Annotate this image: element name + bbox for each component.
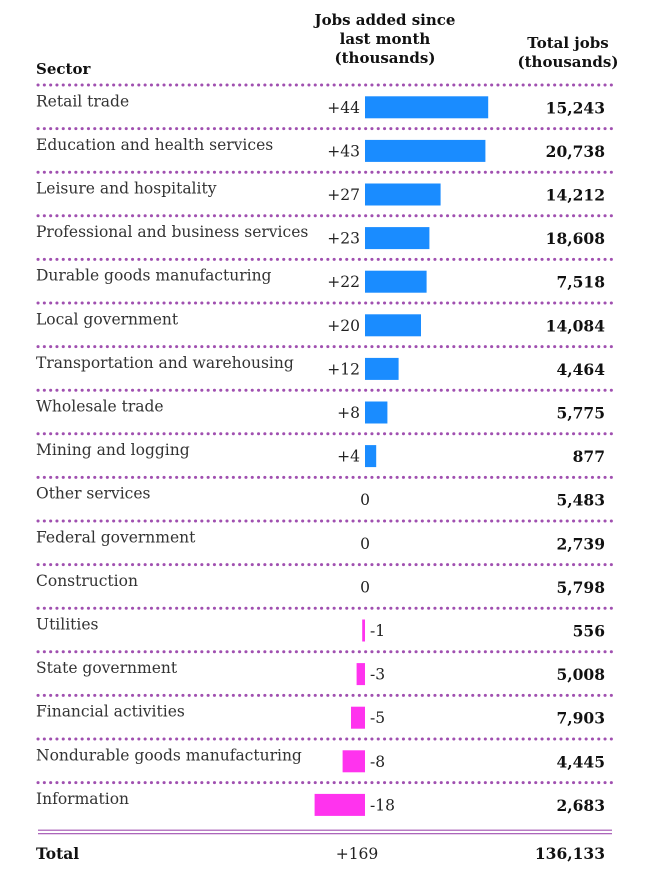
total-jobs-value: 4,445: [556, 752, 605, 771]
total-change-value: +169: [336, 845, 379, 863]
change-label: +20: [327, 317, 360, 335]
total-jobs-value: 5,483: [556, 491, 605, 510]
total-jobs-value: 18,608: [546, 229, 605, 248]
total-jobs-value: 7,903: [556, 709, 605, 728]
sector-label: Federal government: [36, 528, 196, 546]
sector-label: Retail trade: [36, 92, 129, 110]
change-label: -8: [370, 753, 385, 771]
change-label: -5: [370, 709, 385, 727]
total-jobs-value: 556: [573, 622, 605, 641]
positive-bar: [365, 96, 489, 119]
change-label: 0: [360, 535, 370, 553]
sector-label: Other services: [36, 485, 151, 503]
sector-label: Nondurable goods manufacturing: [36, 746, 302, 764]
negative-bar: [314, 793, 365, 816]
total-column-header: Total jobs (thousands): [517, 34, 619, 71]
sector-label: Education and health services: [36, 136, 273, 154]
sector-label: Durable goods manufacturing: [36, 267, 272, 285]
change-label: +43: [327, 142, 360, 160]
change-label: +27: [327, 186, 360, 204]
total-jobs-value: 14,084: [546, 316, 606, 335]
total-jobs-value: 15,243: [546, 98, 605, 117]
sector-label: Utilities: [36, 616, 99, 634]
negative-bar: [362, 619, 365, 642]
positive-bar: [365, 357, 399, 380]
change-label: -3: [370, 666, 385, 684]
sector-label: Transportation and warehousing: [36, 354, 294, 372]
total-jobs-value: 5,008: [556, 665, 605, 684]
change-label: -1: [370, 622, 385, 640]
negative-bar: [351, 706, 365, 729]
change-column-header: Jobs added since last month (thousands): [314, 11, 456, 67]
total-jobs-value: 5,775: [556, 404, 605, 423]
change-label: 0: [360, 578, 370, 596]
sector-column-header: Sector: [36, 60, 91, 78]
change-label: +44: [327, 99, 360, 117]
change-label: +4: [337, 448, 360, 466]
total-jobs-value: 14,212: [546, 186, 605, 205]
negative-bar: [356, 663, 365, 686]
sector-label: Financial activities: [36, 703, 185, 721]
total-jobs-value: 5,798: [556, 578, 605, 597]
total-jobs-value: 20,738: [546, 142, 605, 161]
change-label: -18: [370, 796, 395, 814]
sector-label: State government: [36, 659, 178, 677]
change-label: 0: [360, 491, 370, 509]
sector-label: Information: [36, 790, 129, 808]
positive-bar: [365, 227, 430, 250]
total-jobs-value: 4,464: [556, 360, 605, 379]
change-label: +8: [337, 404, 360, 422]
sector-label: Local government: [36, 310, 179, 328]
change-label: +23: [327, 230, 360, 248]
sector-label: Wholesale trade: [36, 398, 164, 416]
positive-bar: [365, 314, 421, 337]
positive-bar: [365, 139, 486, 162]
sector-label: Mining and logging: [36, 441, 190, 459]
sector-label: Leisure and hospitality: [36, 180, 217, 198]
sector-label: Professional and business services: [36, 223, 308, 241]
positive-bar: [365, 445, 377, 468]
change-label: +22: [327, 273, 360, 291]
total-jobs-value: 2,739: [556, 534, 605, 553]
total-label: Total: [36, 844, 79, 863]
negative-bar: [342, 750, 365, 773]
positive-bar: [365, 401, 388, 424]
positive-bar: [365, 270, 427, 293]
total-jobs-value: 2,683: [556, 796, 605, 815]
sector-label: Construction: [36, 572, 138, 590]
grand-total-value: 136,133: [535, 844, 605, 863]
total-jobs-value: 7,518: [556, 273, 605, 292]
positive-bar: [365, 183, 441, 206]
change-label: +12: [327, 360, 360, 378]
total-jobs-value: 877: [573, 447, 605, 466]
